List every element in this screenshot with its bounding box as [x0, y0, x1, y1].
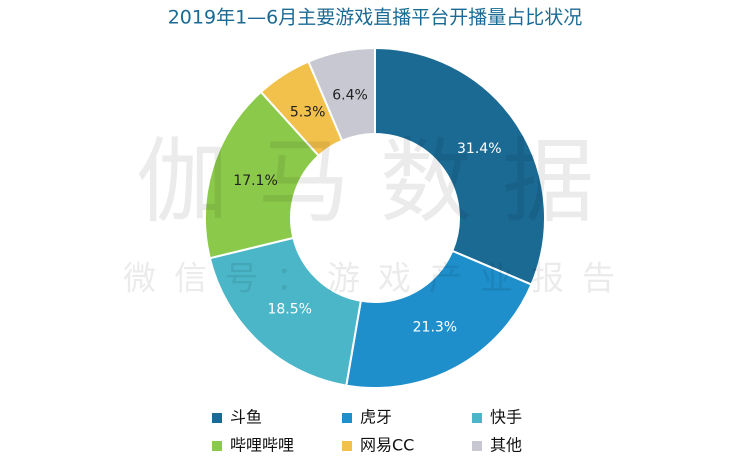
legend-swatch — [472, 441, 482, 451]
legend-swatch — [342, 413, 352, 423]
data-label: 21.3% — [413, 320, 457, 336]
legend-label: 网易CC — [360, 436, 414, 455]
legend-swatch — [472, 413, 482, 423]
donut-segment — [374, 46, 546, 286]
data-label: 5.3% — [290, 105, 326, 121]
chart-title: 2019年1—6月主要游戏直播平台开播量占比状况 — [168, 7, 583, 29]
legend-swatch — [212, 413, 222, 423]
donut-segment — [307, 46, 376, 143]
legend-label: 斗鱼 — [230, 408, 262, 427]
data-label: 6.4% — [332, 88, 368, 104]
watermark: 伽马数据 — [136, 128, 624, 235]
watermark: 微信号：游戏产业报告 — [123, 259, 633, 298]
data-label: 31.4% — [457, 141, 501, 157]
legend-label: 其他 — [490, 436, 522, 455]
donut-segment — [345, 249, 533, 389]
legend-label: 虎牙 — [360, 408, 392, 427]
legend-swatch — [342, 441, 352, 451]
data-label: 17.1% — [233, 173, 277, 189]
legend-swatch — [212, 441, 222, 451]
data-label: 18.5% — [267, 301, 311, 317]
legend-label: 哔哩哔哩 — [230, 436, 294, 455]
donut-segment — [208, 236, 362, 387]
legend-label: 快手 — [490, 408, 522, 427]
donut-segment — [204, 90, 321, 260]
